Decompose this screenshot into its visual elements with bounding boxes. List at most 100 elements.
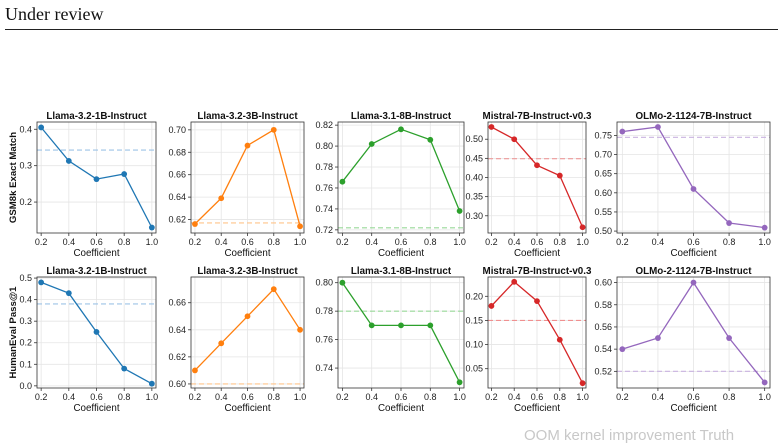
x-axis-label: Coefficient: [73, 403, 119, 414]
data-point: [511, 136, 518, 143]
data-point: [556, 172, 563, 179]
y-axis-label: HumanEval Pass@1: [8, 286, 19, 379]
data-point: [726, 220, 732, 226]
x-axis-label: Coefficient: [224, 403, 270, 414]
x-axis-label: Coefficient: [378, 403, 424, 414]
y-tick-label: 0.76: [315, 183, 333, 193]
x-tick-label: 1.0: [146, 392, 159, 402]
data-point: [192, 367, 198, 374]
y-tick-label: 0.15: [465, 315, 483, 325]
data-point: [761, 224, 768, 231]
data-point: [556, 336, 563, 343]
x-axis-label: Coefficient: [670, 248, 716, 259]
x-tick-label: 0.2: [485, 237, 498, 247]
y-tick-label: 0.45: [465, 153, 483, 163]
x-tick-label: 0.8: [723, 392, 736, 402]
x-tick-label: 1.0: [576, 392, 589, 402]
x-tick-label: 0.6: [395, 237, 408, 247]
subplot-2-5: 0.2 0.4 0.6 0.8 1.0 0.52 0.54 0.56 0.58 0.60 OLMo-…: [594, 266, 770, 414]
x-tick-label: 0.6: [90, 392, 103, 402]
data-point: [690, 186, 697, 192]
data-point: [38, 279, 45, 286]
x-tick-label: 0.2: [336, 392, 349, 402]
data-point: [511, 278, 518, 285]
x-tick-label: 0.8: [118, 237, 131, 247]
x-tick-label: 0.6: [90, 237, 103, 247]
x-tick-label: 0.6: [241, 392, 254, 402]
subplot-2-1: 0.2 0.4 0.6 0.8 1.0 0.0 0.1 0.2 0.3 0.4 0.5 Llama-3…: [8, 266, 158, 414]
y-tick-label: 0.10: [465, 340, 483, 350]
x-tick-label: 0.4: [63, 392, 76, 402]
data-point: [244, 313, 251, 320]
y-tick-label: 0.60: [594, 278, 612, 288]
y-tick-label: 0.2: [19, 338, 32, 348]
subplot-title: Llama-3.2-1B-Instruct: [46, 111, 147, 122]
y-tick-label: 0.55: [594, 207, 612, 217]
x-axis-label: Coefficient: [514, 403, 560, 414]
subplot-title: Llama-3.1-8B-Instruct: [351, 111, 452, 122]
y-tick-label: 0.82: [315, 120, 333, 130]
x-tick-label: 1.0: [146, 237, 159, 247]
y-tick-label: 0.58: [594, 300, 612, 310]
y-tick-label: 0.35: [465, 192, 483, 202]
x-tick-label: 0.2: [35, 237, 48, 247]
y-tick-label: 0.4: [19, 295, 32, 305]
y-tick-label: 0.78: [315, 306, 333, 316]
y-tick-label: 0.80: [315, 278, 333, 288]
data-point: [339, 279, 346, 286]
x-tick-label: 1.0: [576, 237, 589, 247]
data-point: [534, 298, 540, 305]
x-tick-label: 1.0: [294, 237, 307, 247]
y-tick-label: 0.62: [168, 215, 186, 225]
data-point: [368, 141, 375, 147]
data-point: [148, 380, 155, 387]
data-point: [218, 195, 225, 202]
y-tick-label: 0.66: [168, 170, 186, 180]
data-point: [655, 335, 661, 341]
x-axis-label: Coefficient: [378, 248, 424, 259]
y-tick-label: 0.5: [19, 273, 32, 283]
subplot-1-2: 0.2 0.4 0.6 0.8 1.0 0.62 0.64 0.66 0.68 0.70 Llama…: [168, 111, 306, 259]
subplot-title: Mistral-7B-Instruct-v0.3: [483, 266, 592, 277]
x-tick-label: 0.8: [424, 392, 437, 402]
data-point: [579, 224, 586, 231]
x-tick-label: 0.4: [215, 392, 228, 402]
subplot-2-2: 0.2 0.4 0.6 0.8 1.0 0.60 0.62 0.64 0.66 Llama-3.2…: [168, 266, 306, 414]
y-tick-label: 0.70: [594, 150, 612, 160]
y-tick-label: 0.74: [315, 363, 333, 373]
data-point: [93, 176, 100, 183]
x-tick-label: 0.4: [508, 237, 521, 247]
data-point: [270, 286, 277, 293]
data-point: [297, 326, 303, 333]
y-tick-label: 0.62: [168, 352, 186, 362]
y-tick-label: 0.30: [465, 211, 483, 221]
x-tick-label: 0.6: [531, 392, 544, 402]
x-tick-label: 1.0: [758, 392, 771, 402]
y-tick-label: 0.1: [19, 359, 32, 369]
x-tick-label: 1.0: [758, 237, 771, 247]
x-tick-label: 0.2: [336, 237, 349, 247]
data-point: [488, 124, 495, 130]
x-tick-label: 0.4: [652, 392, 665, 402]
subplot-title: Mistral-7B-Instruct-v0.3: [483, 111, 592, 122]
y-tick-label: 0.52: [594, 366, 612, 376]
data-point: [619, 128, 626, 135]
data-point: [65, 158, 72, 164]
subplot-1-5: 0.2 0.4 0.6 0.8 1.0 0.50 0.55 0.60 0.65 0.70 0.75 O…: [594, 111, 770, 259]
data-point: [655, 124, 661, 130]
y-tick-label: 0.76: [315, 335, 333, 345]
data-point: [398, 322, 404, 329]
x-tick-label: 0.4: [508, 392, 521, 402]
x-axis-label: Coefficient: [224, 248, 270, 259]
y-tick-label: 0.54: [594, 344, 612, 354]
y-tick-label: 0.72: [315, 225, 333, 235]
x-tick-label: 0.2: [616, 237, 629, 247]
y-tick-label: 0.4: [19, 124, 32, 134]
subplot-title: Llama-3.2-3B-Instruct: [197, 111, 298, 122]
y-tick-label: 0.50: [594, 226, 612, 236]
data-point: [398, 126, 404, 133]
data-point: [121, 365, 128, 372]
x-tick-label: 0.8: [424, 237, 437, 247]
data-point: [148, 224, 155, 231]
